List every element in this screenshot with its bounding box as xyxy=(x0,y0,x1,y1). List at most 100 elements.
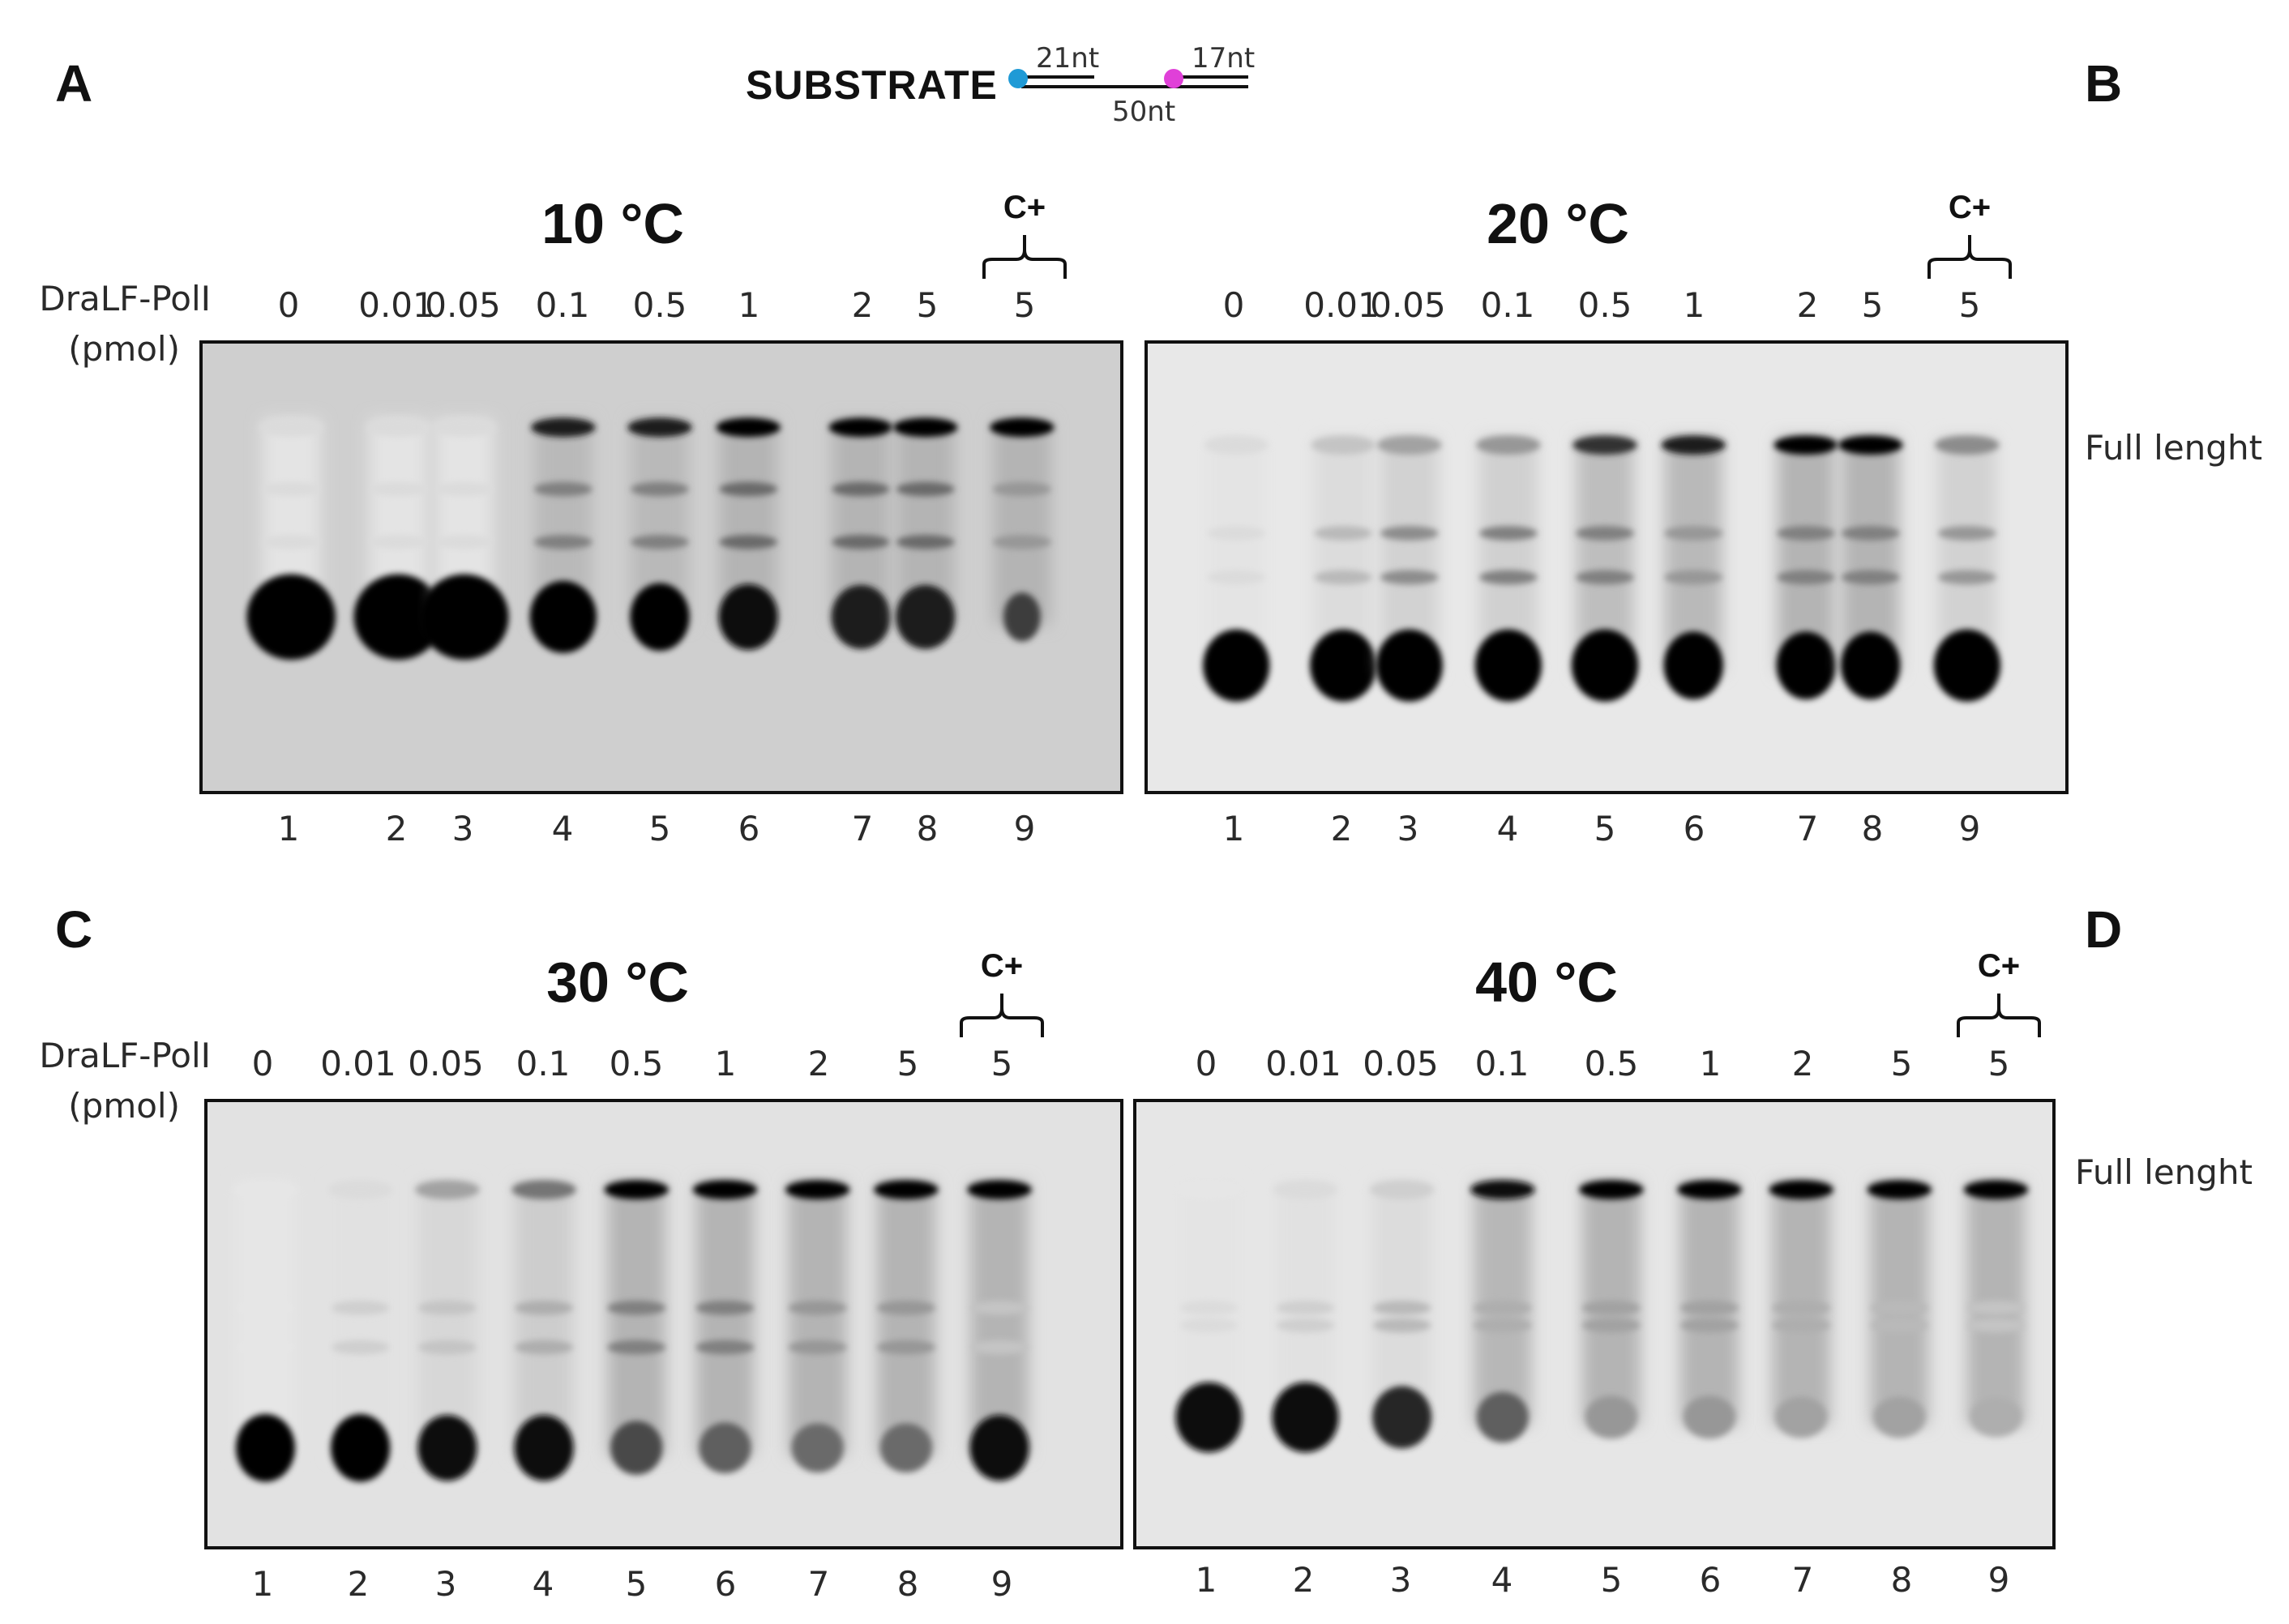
intermediate-band xyxy=(1474,1318,1532,1333)
intermediate-band xyxy=(1664,526,1722,541)
lane-number-d-2: 2 xyxy=(1292,1560,1315,1600)
substrate-band xyxy=(896,584,956,649)
concentration-label-a-4: 0.1 xyxy=(535,285,590,325)
lane-number-a-5: 5 xyxy=(648,809,671,848)
concentration-label-d-8: 5 xyxy=(1890,1044,1913,1083)
temperature-title-a: 10 °C xyxy=(541,192,684,255)
intermediate-band xyxy=(418,1300,477,1315)
lane-number-a-6: 6 xyxy=(738,809,760,848)
concentration-label-c-7: 2 xyxy=(807,1044,830,1083)
intermediate-band xyxy=(331,1300,390,1315)
downstream-length-label: 17nt xyxy=(1192,42,1256,75)
intermediate-band xyxy=(1870,1300,1929,1315)
panel-letter-a: A xyxy=(55,54,93,113)
substrate-band xyxy=(1585,1395,1637,1439)
intermediate-band xyxy=(1777,526,1836,541)
lane-number-c-5: 5 xyxy=(625,1564,648,1604)
substrate-band xyxy=(1684,1395,1735,1439)
lane-number-d-9: 9 xyxy=(1987,1560,2010,1600)
full-length-band xyxy=(511,1180,576,1199)
lane-number-b-8: 8 xyxy=(1861,809,1884,848)
intermediate-band xyxy=(832,481,891,497)
substrate-band xyxy=(246,574,336,660)
lane-number-b-1: 1 xyxy=(1222,809,1245,848)
full-length-band xyxy=(1311,435,1376,455)
substrate-band xyxy=(1175,1382,1243,1453)
intermediate-band xyxy=(631,534,689,549)
intermediate-band xyxy=(1207,570,1265,585)
substrate-band xyxy=(1775,1396,1828,1438)
substrate-band xyxy=(1476,1391,1529,1443)
lane-number-c-2: 2 xyxy=(347,1564,370,1604)
concentration-label-d-6: 1 xyxy=(1699,1044,1722,1083)
lane-number-a-9: 9 xyxy=(1013,809,1036,848)
control-bracket-a xyxy=(982,235,1067,279)
intermediate-band xyxy=(434,534,494,549)
full-length-band xyxy=(990,417,1055,438)
concentration-label-b-6: 1 xyxy=(1683,285,1705,325)
full-length-band xyxy=(327,1180,393,1199)
intermediate-band xyxy=(695,1340,755,1355)
control-label-a: C+ xyxy=(1003,190,1046,225)
lane-number-c-4: 4 xyxy=(532,1564,554,1604)
full-length-band xyxy=(828,417,893,438)
full-length-band xyxy=(892,417,958,438)
concentration-label-c-5: 0.5 xyxy=(609,1044,664,1083)
concentration-label-a-3: 0.05 xyxy=(425,285,501,325)
lane-smear xyxy=(970,1182,1029,1456)
lane-smear xyxy=(418,1182,477,1456)
intermediate-band xyxy=(1207,526,1265,541)
full-length-band xyxy=(1369,1180,1435,1199)
concentration-label-d-4: 0.1 xyxy=(1474,1044,1530,1083)
intermediate-band xyxy=(832,534,891,549)
intermediate-band xyxy=(1576,526,1634,541)
substrate-diagram xyxy=(1008,69,1248,88)
intermediate-band xyxy=(369,534,428,549)
enzyme-axis-label-top: DraLF-PolI (pmol) xyxy=(16,274,211,374)
intermediate-band xyxy=(534,534,593,549)
panel-letter-b: B xyxy=(2085,54,2123,113)
lane-number-d-6: 6 xyxy=(1699,1560,1722,1600)
substrate-band xyxy=(1003,592,1041,642)
concentration-label-b-9: 5 xyxy=(1958,285,1981,325)
lane-number-b-7: 7 xyxy=(1796,809,1819,848)
full-length-band xyxy=(874,1180,939,1199)
downstream-label-dot xyxy=(1164,69,1183,88)
substrate-band xyxy=(331,1413,391,1482)
intermediate-band xyxy=(1772,1318,1830,1333)
intermediate-band xyxy=(515,1340,573,1355)
intermediate-band xyxy=(1479,570,1538,585)
lane-number-a-1: 1 xyxy=(277,809,300,848)
gel-image-b xyxy=(1144,340,2069,794)
lane-smear xyxy=(236,1182,295,1456)
control-label-b: C+ xyxy=(1948,190,1992,225)
panel-letter-d: D xyxy=(2085,900,2123,959)
concentration-label-a-5: 0.5 xyxy=(632,285,687,325)
intermediate-band xyxy=(1938,570,1996,585)
lane-number-a-4: 4 xyxy=(551,809,574,848)
concentration-label-a-1: 0 xyxy=(277,285,300,325)
control-bracket-d xyxy=(1957,994,2041,1037)
intermediate-band xyxy=(1372,1300,1431,1315)
substrate-band xyxy=(879,1423,932,1473)
intermediate-band xyxy=(877,1340,935,1355)
intermediate-band xyxy=(1870,1318,1929,1333)
temperature-title-d: 40 °C xyxy=(1475,951,1618,1014)
concentration-label-b-4: 0.1 xyxy=(1480,285,1535,325)
full-length-band xyxy=(1176,1180,1242,1199)
intermediate-band xyxy=(534,481,593,497)
full-length-band xyxy=(1572,435,1637,455)
substrate-band xyxy=(791,1423,844,1473)
full-length-band xyxy=(785,1180,850,1199)
intermediate-band xyxy=(1841,570,1900,585)
full-length-band xyxy=(432,417,497,438)
intermediate-band xyxy=(1179,1318,1239,1333)
intermediate-band xyxy=(719,534,777,549)
intermediate-band xyxy=(896,534,955,549)
full-length-band xyxy=(1677,1180,1742,1199)
intermediate-band xyxy=(1966,1318,2026,1333)
gel-image-d xyxy=(1133,1099,2056,1549)
substrate-band xyxy=(718,583,778,651)
intermediate-band xyxy=(236,1340,295,1355)
full-length-band xyxy=(1377,435,1442,455)
